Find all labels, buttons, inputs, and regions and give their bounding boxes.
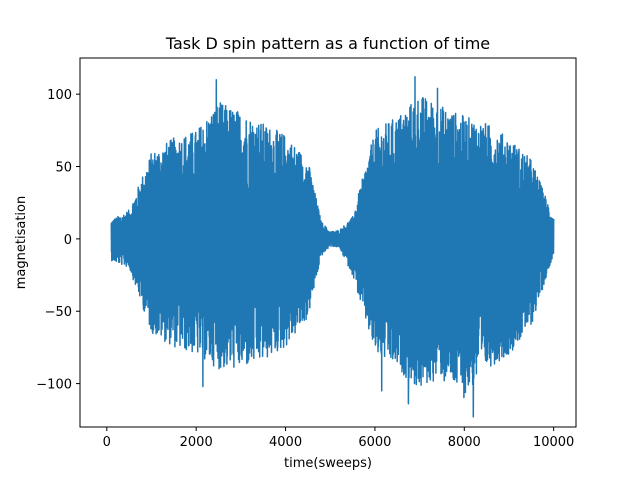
y-axis-ticks: −100 −50 0 50 100 xyxy=(36,88,80,393)
x-axis-ticks: 0 2000 4000 6000 8000 10000 xyxy=(103,427,574,450)
y-axis-label: magnetisation xyxy=(14,196,29,289)
y-tick-label: −50 xyxy=(45,305,72,320)
y-tick-label: 50 xyxy=(55,161,72,176)
x-tick-label: 2000 xyxy=(180,435,213,450)
axes-frame xyxy=(79,57,577,428)
series-layer xyxy=(110,76,555,418)
chart-title: Task D spin pattern as a function of tim… xyxy=(165,34,490,53)
x-axis-label: time(sweeps) xyxy=(284,456,372,471)
y-tick-label: 100 xyxy=(47,88,72,103)
x-tick-label: 6000 xyxy=(358,435,391,450)
magnetisation-series-line xyxy=(110,76,555,418)
x-tick-label: 10000 xyxy=(533,435,574,450)
y-tick-label: 0 xyxy=(64,233,72,248)
x-tick-label: 8000 xyxy=(448,435,481,450)
x-tick-label: 0 xyxy=(103,435,111,450)
y-tick-label: −100 xyxy=(36,378,72,393)
x-tick-label: 4000 xyxy=(269,435,302,450)
